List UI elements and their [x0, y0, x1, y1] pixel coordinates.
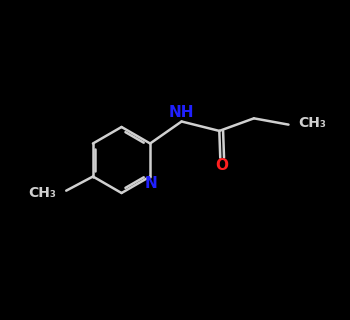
Text: N: N [145, 176, 158, 191]
Text: CH₃: CH₃ [28, 186, 56, 200]
Text: O: O [216, 158, 229, 173]
Text: NH: NH [169, 105, 194, 120]
Text: CH₃: CH₃ [299, 116, 327, 130]
